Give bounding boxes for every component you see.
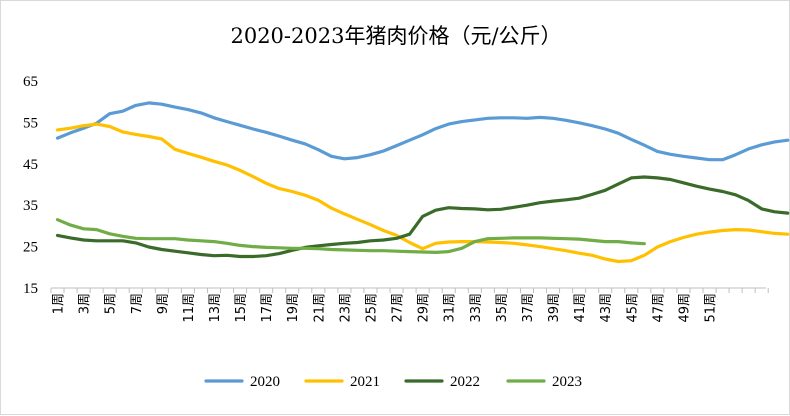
series-line-2021 [55, 122, 790, 264]
x-tick-label: 27周 [391, 293, 406, 323]
x-tick-label: 9周 [156, 293, 171, 314]
chart-title: 2020-2023年猪肉价格（元/公斤） [230, 24, 561, 48]
series-layer [55, 101, 790, 264]
y-tick-label: 45 [23, 157, 38, 173]
series-line-2020 [55, 101, 790, 162]
x-tick-label: 43周 [599, 293, 614, 323]
y-tick-label: 55 [23, 115, 38, 131]
x-tick-label: 17周 [260, 293, 275, 323]
series-line-2023 [55, 218, 646, 254]
x-tick-label: 11周 [182, 293, 197, 323]
legend-label: 2021 [350, 374, 380, 390]
series-line-2022 [55, 175, 790, 259]
legend: 2020 2021 2022 2023 [204, 374, 582, 390]
legend-label: 2022 [450, 374, 480, 390]
x-tick-label: 45周 [625, 293, 640, 323]
legend-label: 2023 [552, 374, 582, 390]
x-tick-label: 13周 [208, 293, 223, 323]
y-tick-label: 35 [23, 198, 38, 214]
x-tick-label: 5周 [104, 293, 119, 314]
legend-item-2022: 2022 [404, 374, 480, 390]
x-tick-label: 15周 [234, 293, 249, 323]
legend-label: 2020 [250, 374, 280, 390]
x-tick-label: 7周 [130, 293, 145, 314]
x-tick-label: 25周 [364, 293, 379, 323]
x-tick-label: 41周 [573, 293, 588, 323]
y-tick-label: 65 [23, 74, 38, 90]
y-tick-label: 25 [23, 240, 38, 256]
x-tick-label: 31周 [443, 293, 458, 323]
x-tick-label: 35周 [495, 293, 510, 323]
x-tick-label: 33周 [469, 293, 484, 323]
x-tick-label: 49周 [677, 293, 692, 323]
y-axis: 15 25 35 45 55 65 [23, 74, 38, 297]
x-tick-label: 3周 [78, 293, 93, 314]
x-tick-label: 29周 [417, 293, 432, 323]
legend-item-2023: 2023 [506, 374, 582, 390]
x-tick-label: 37周 [521, 293, 536, 323]
x-tick-label: 19周 [286, 293, 301, 323]
x-axis: 1周 3周 5周 7周 9周 11周 13周 15周 17周 19周 21周 23周 25周 27周 29周… [50, 287, 769, 323]
x-tick-label: 51周 [704, 293, 719, 323]
legend-item-2021: 2021 [304, 374, 380, 390]
x-tick-label: 21周 [312, 293, 327, 323]
x-tick-label: 47周 [651, 293, 666, 323]
y-tick-label: 15 [23, 281, 38, 297]
x-tick-label: 39周 [547, 293, 562, 323]
x-tick-label: 23周 [338, 293, 353, 323]
legend-item-2020: 2020 [204, 374, 280, 390]
x-tick-label: 1周 [52, 293, 67, 314]
